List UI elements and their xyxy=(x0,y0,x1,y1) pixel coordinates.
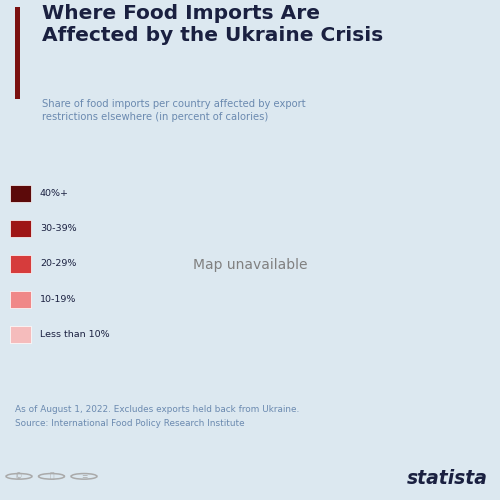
Text: 20-29%: 20-29% xyxy=(40,260,76,268)
Text: Share of food imports per country affected by export
restrictions elsewhere (in : Share of food imports per country affect… xyxy=(42,99,306,122)
Text: =: = xyxy=(81,472,87,481)
Text: As of August 1, 2022. Excludes exports held back from Ukraine.
Source: Internati: As of August 1, 2022. Excludes exports h… xyxy=(15,406,299,427)
Text: 30-39%: 30-39% xyxy=(40,224,76,234)
Text: statista: statista xyxy=(406,469,488,488)
FancyBboxPatch shape xyxy=(10,326,31,343)
Text: 10-19%: 10-19% xyxy=(40,294,76,304)
Text: ⓘ: ⓘ xyxy=(49,472,54,481)
FancyBboxPatch shape xyxy=(15,7,20,99)
Text: Where Food Imports Are
Affected by the Ukraine Crisis: Where Food Imports Are Affected by the U… xyxy=(42,4,384,45)
FancyBboxPatch shape xyxy=(10,256,31,272)
Text: Map unavailable: Map unavailable xyxy=(193,258,307,272)
Text: ©: © xyxy=(15,472,23,481)
FancyBboxPatch shape xyxy=(10,290,31,308)
FancyBboxPatch shape xyxy=(10,220,31,238)
FancyBboxPatch shape xyxy=(10,185,31,202)
Text: 40%+: 40%+ xyxy=(40,189,69,198)
Text: Less than 10%: Less than 10% xyxy=(40,330,110,339)
